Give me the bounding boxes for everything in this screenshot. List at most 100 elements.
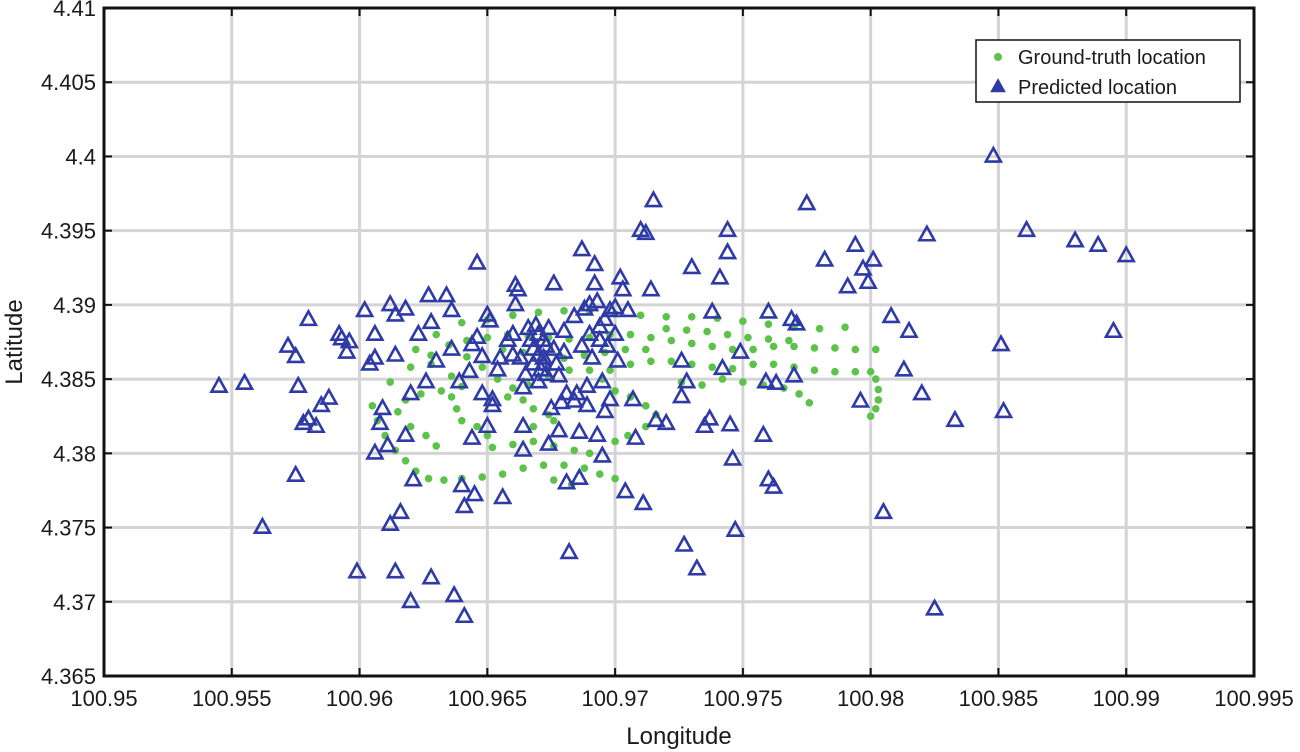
predicted-point bbox=[584, 253, 605, 272]
predicted-point bbox=[513, 439, 533, 457]
x-axis-ticks: 100.95 100.955 100.96 100.965 100.97 100.975 1… bbox=[70, 8, 1294, 711]
predicted-point bbox=[487, 359, 508, 377]
legend-label: Predicted location bbox=[1018, 77, 1177, 99]
ground-truth-point bbox=[529, 437, 538, 446]
predicted-point bbox=[234, 372, 255, 390]
x-tick-label: 100.98 bbox=[837, 686, 904, 711]
predicted-point bbox=[699, 408, 720, 426]
ground-truth-point bbox=[585, 366, 594, 375]
predicted-point bbox=[613, 278, 633, 297]
ground-truth-point bbox=[764, 320, 773, 328]
ground-truth-point bbox=[422, 431, 430, 440]
ground-truth-point bbox=[432, 442, 441, 450]
ground-truth-point bbox=[509, 440, 517, 449]
predicted-point bbox=[513, 415, 533, 434]
predicted-point bbox=[441, 299, 462, 318]
predicted-point bbox=[595, 308, 615, 327]
ground-truth-point bbox=[519, 464, 527, 472]
ground-truth-point bbox=[509, 311, 517, 320]
predicted-point bbox=[592, 445, 613, 463]
predicted-point bbox=[549, 365, 569, 383]
predicted-point bbox=[551, 391, 572, 410]
predicted-point bbox=[636, 222, 656, 241]
ground-truth-point bbox=[473, 422, 481, 431]
ground-truth-point bbox=[841, 323, 849, 331]
ground-truth-point bbox=[539, 461, 548, 470]
ground-truth-point bbox=[687, 312, 696, 321]
ground-truth-point bbox=[749, 360, 757, 369]
ground-truth-point bbox=[560, 307, 568, 315]
predicted-point bbox=[385, 344, 406, 362]
predicted-point bbox=[894, 359, 914, 377]
predicted-point bbox=[390, 501, 411, 520]
predicted-point bbox=[646, 409, 666, 428]
predicted-point bbox=[623, 388, 643, 407]
predicted-point bbox=[441, 338, 462, 356]
predicted-point bbox=[615, 480, 636, 499]
predicted-point bbox=[544, 338, 564, 356]
ground-truth-point bbox=[394, 407, 402, 416]
predicted-point bbox=[285, 464, 306, 483]
ground-truth-point bbox=[483, 431, 492, 440]
predicted-point bbox=[459, 360, 480, 379]
ground-truth-point bbox=[626, 330, 635, 339]
predicted-point bbox=[618, 299, 638, 318]
predicted-point bbox=[858, 271, 878, 290]
predicted-point bbox=[298, 308, 319, 327]
predicted-point bbox=[725, 519, 745, 537]
predicted-point bbox=[400, 382, 421, 401]
ground-truth-point bbox=[739, 317, 747, 326]
predicted-point bbox=[607, 350, 628, 368]
ground-truth-point bbox=[411, 345, 420, 354]
ground-truth-point bbox=[437, 387, 446, 395]
predicted-point bbox=[536, 335, 556, 353]
ground-truth-point bbox=[440, 476, 448, 484]
predicted-point bbox=[339, 330, 360, 349]
ground-truth-point bbox=[687, 339, 696, 348]
predicted-point bbox=[533, 347, 554, 365]
predicted-point bbox=[319, 387, 339, 405]
ground-truth-point bbox=[764, 335, 773, 343]
ground-truth-point bbox=[386, 378, 395, 386]
ground-truth-point bbox=[529, 422, 538, 431]
ground-truth-point bbox=[769, 360, 778, 369]
predicted-point bbox=[209, 375, 229, 393]
predicted-point bbox=[252, 516, 273, 534]
predicted-point bbox=[408, 323, 429, 342]
predicted-point bbox=[400, 590, 421, 609]
predicted-point bbox=[421, 566, 441, 585]
predicted-point bbox=[546, 353, 567, 371]
legend-marker-ground-truth bbox=[994, 53, 1002, 61]
predicted-point bbox=[853, 258, 873, 276]
predicted-point bbox=[584, 273, 605, 291]
predicted-point bbox=[676, 371, 697, 389]
ground-truth-point bbox=[739, 378, 747, 386]
predicted-point bbox=[766, 372, 786, 390]
predicted-point bbox=[365, 347, 385, 365]
predicted-point bbox=[837, 276, 858, 294]
predicted-point bbox=[385, 561, 406, 579]
ground-truth-point bbox=[728, 364, 737, 373]
predicted-point bbox=[377, 434, 398, 453]
ground-truth-point bbox=[662, 324, 671, 333]
predicted-point bbox=[480, 310, 500, 328]
predicted-point bbox=[503, 344, 523, 362]
legend-marker-predicted bbox=[990, 78, 1006, 93]
ground-truth-point bbox=[795, 390, 803, 398]
ground-truth-point bbox=[498, 470, 507, 478]
predicted-point bbox=[582, 347, 602, 365]
ground-truth-point bbox=[406, 422, 415, 431]
grid-lines bbox=[102, 6, 1256, 678]
predicted-point bbox=[536, 363, 556, 382]
ground-truth-point bbox=[624, 431, 632, 440]
ground-truth-point bbox=[585, 449, 594, 458]
predicted-point bbox=[605, 323, 625, 342]
ground-truth-point bbox=[744, 333, 752, 342]
ground-truth-point bbox=[580, 464, 589, 472]
ground-truth-point bbox=[606, 366, 614, 375]
predicted-point bbox=[472, 382, 492, 401]
predicted-point bbox=[991, 333, 1011, 352]
y-tick-label: 4.38 bbox=[53, 441, 96, 466]
predicted-point bbox=[710, 267, 730, 285]
